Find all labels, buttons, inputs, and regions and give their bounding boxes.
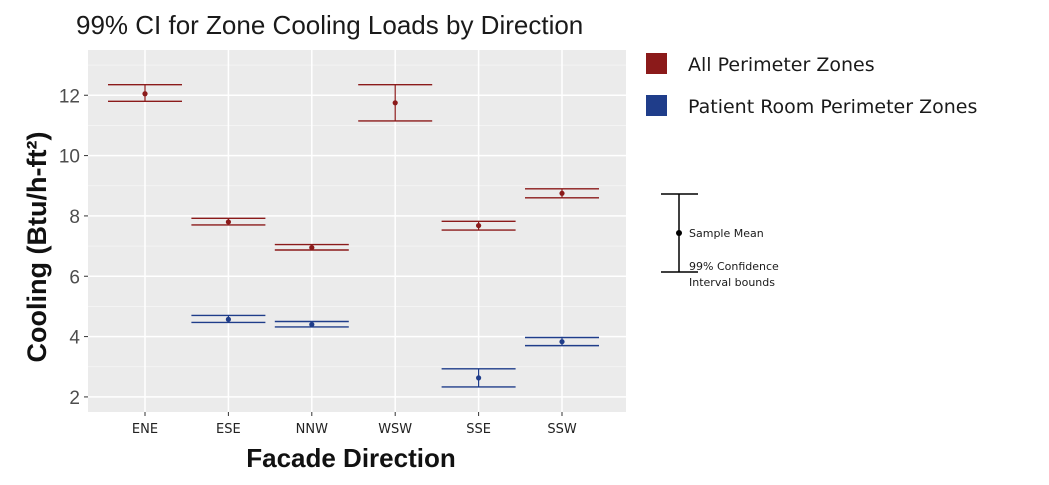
x-tick-label: SSE (466, 422, 491, 437)
mean-point (142, 91, 148, 97)
errorbar-ssw-series-1 (525, 336, 599, 347)
errorbar-ese-series-1 (191, 314, 266, 324)
mean-point (225, 316, 231, 322)
mean-point (309, 321, 315, 328)
mean-point (392, 100, 398, 106)
errorbar-sse-series-0 (441, 220, 516, 231)
mean-point (476, 375, 482, 381)
y-tick-label: 4 (69, 328, 80, 349)
errorbar-ene-series-0 (108, 83, 182, 102)
y-tick-label: 8 (69, 207, 80, 228)
y-axis-label: Cooling (Btu/h-ft²) (22, 132, 52, 363)
mean-point (559, 190, 565, 196)
y-tick-label: 10 (59, 147, 80, 168)
errorbar-sse-series-1 (441, 368, 516, 388)
errorbar-key: Sample Mean 99% Confidence Interval boun… (661, 193, 779, 289)
mean-point (225, 219, 231, 225)
errorbar-ssw-series-0 (525, 188, 599, 199)
mean-point (309, 244, 315, 251)
x-tick-label: ENE (132, 422, 158, 437)
errorbar-nnw-series-1 (274, 320, 349, 328)
errorbar-nnw-series-0 (274, 243, 349, 251)
mean-point (559, 339, 565, 345)
x-axis-ticks: ENE ESE NNW WSW SSE SSW (132, 412, 577, 437)
chart-title: 99% CI for Zone Cooling Loads by Directi… (76, 10, 583, 40)
errorbar-wsw-series-0 (358, 83, 433, 122)
gridlines (88, 50, 626, 412)
key-mean-label: Sample Mean (689, 227, 764, 240)
legend-label-patient-room: Patient Room Perimeter Zones (688, 96, 977, 118)
y-tick-label: 12 (59, 86, 80, 107)
x-axis-label: Facade Direction (246, 443, 456, 473)
legend-swatch-patient-room (646, 95, 667, 116)
x-tick-label: ESE (216, 422, 241, 437)
legend-label-all-perimeter: All Perimeter Zones (688, 54, 875, 76)
x-tick-label: SSW (547, 422, 577, 437)
x-tick-label: NNW (296, 422, 328, 437)
plot-panel (88, 50, 626, 412)
y-tick-label: 2 (69, 388, 80, 409)
key-bounds-label-2: Interval bounds (689, 276, 775, 289)
y-tick-label: 6 (69, 267, 80, 288)
y-axis-ticks: 2 4 6 8 10 12 (59, 86, 88, 409)
legend-swatch-all-perimeter (646, 53, 667, 74)
key-bounds-label-1: 99% Confidence (689, 260, 779, 273)
x-tick-label: WSW (378, 422, 412, 437)
legend: All Perimeter Zones Patient Room Perimet… (646, 53, 977, 118)
mean-point (476, 222, 482, 229)
error-bars (108, 83, 599, 388)
errorbar-ese-series-0 (191, 217, 266, 226)
key-mean-point (676, 230, 682, 236)
